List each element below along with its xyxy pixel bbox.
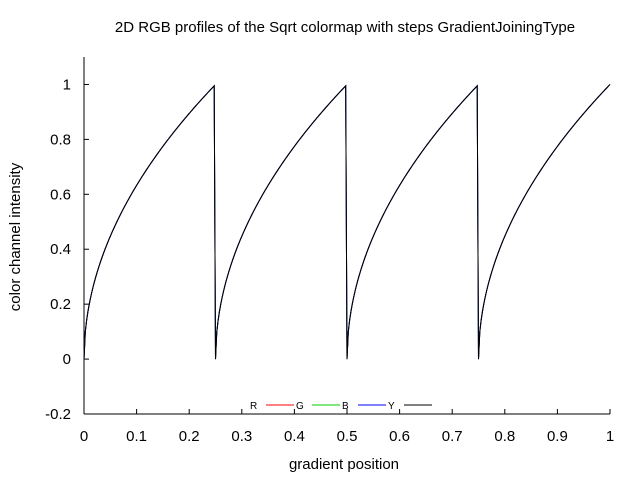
x-tick-label: 0.1 — [126, 428, 147, 445]
plot-lines — [83, 84, 611, 360]
legend-label-r: R — [250, 401, 257, 412]
x-tick-label: 0.3 — [231, 428, 252, 445]
x-tick-label: 0.5 — [337, 428, 358, 445]
y-tick-label: 0.4 — [50, 241, 71, 258]
x-tick-label: 0.2 — [179, 428, 200, 445]
y-tick-label: 0.2 — [50, 296, 71, 313]
y-axis-label: color channel intensity — [7, 162, 24, 311]
series-line-y — [83, 84, 611, 360]
x-tick-label: 0.4 — [284, 428, 305, 445]
y-tick-label: 0.6 — [50, 186, 71, 203]
y-tick-label: -0.2 — [45, 406, 71, 423]
x-ticks: 0 0.1 0.2 0.3 0.4 0.5 0.6 0.7 0.8 0.9 1 — [80, 409, 614, 445]
chart-title: 2D RGB profiles of the Sqrt colormap wit… — [115, 19, 575, 36]
y-tick-label: 1 — [63, 76, 71, 93]
x-tick-label: 0.6 — [389, 428, 410, 445]
x-tick-label: 0.7 — [442, 428, 463, 445]
x-tick-label: 0 — [80, 428, 88, 445]
y-ticks: -0.2 0 0.2 0.4 0.6 0.8 1 — [45, 76, 89, 423]
legend-label-y: Y — [388, 401, 395, 412]
x-tick-label: 1 — [606, 428, 614, 445]
axes — [83, 57, 610, 415]
legend-label-g: G — [296, 401, 304, 412]
x-tick-label: 0.8 — [494, 428, 515, 445]
legend-label-b: B — [342, 401, 349, 412]
y-tick-label: 0.8 — [50, 131, 71, 148]
y-tick-label: 0 — [63, 351, 71, 368]
x-axis-label: gradient position — [289, 456, 399, 473]
x-tick-label: 0.9 — [547, 428, 568, 445]
